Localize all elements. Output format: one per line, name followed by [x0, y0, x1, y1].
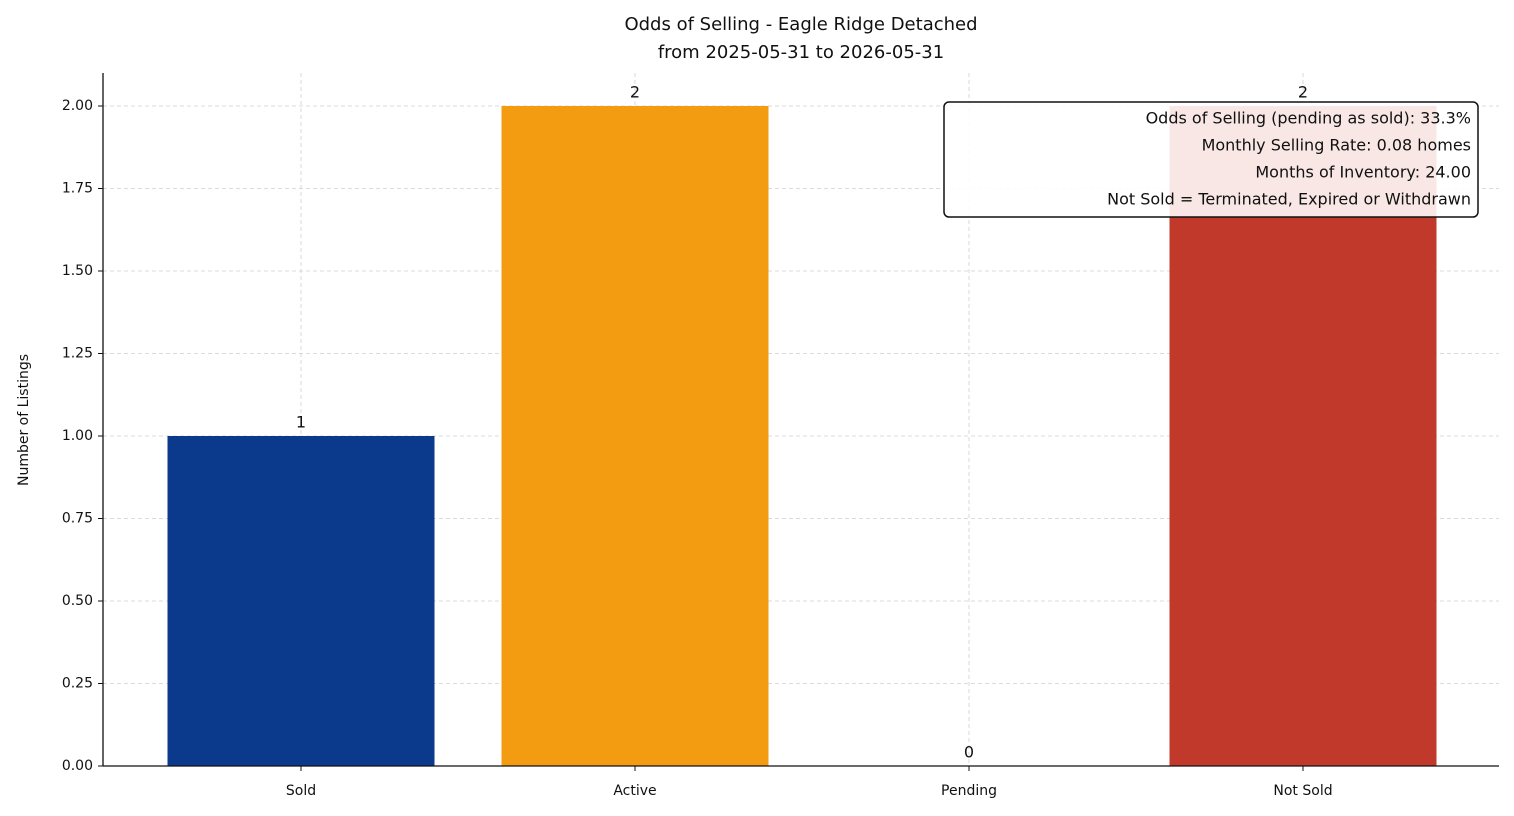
y-tick-label: 0.75	[62, 511, 93, 527]
y-tick-label: 1.75	[62, 181, 93, 197]
annotation: Odds of Selling (pending as sold): 33.3%…	[943, 101, 1479, 218]
y-axis-label: Number of Listings	[16, 354, 32, 486]
chart-title: Odds of Selling - Eagle Ridge Detached	[624, 14, 977, 35]
x-tick-label: Pending	[941, 783, 997, 799]
bar	[167, 436, 435, 766]
y-tick-label: 0.25	[62, 676, 93, 692]
chart-subtitle: from 2025-05-31 to 2026-05-31	[658, 42, 944, 63]
value-label: 2	[1298, 83, 1308, 102]
bar	[501, 106, 769, 766]
annotation-line: Odds of Selling (pending as sold): 33.3%	[1146, 109, 1471, 128]
y-tick-label: 2.00	[62, 98, 93, 114]
y-tick-label: 1.25	[62, 346, 93, 362]
value-label: 1	[296, 413, 306, 432]
annotation-box	[943, 101, 1479, 218]
value-label: 2	[630, 83, 640, 102]
x-tick-label: Active	[613, 783, 656, 799]
x-tick-label: Not Sold	[1273, 783, 1332, 799]
annotation-line: Not Sold = Terminated, Expired or Withdr…	[1107, 190, 1471, 209]
annotation-line: Months of Inventory: 24.00	[1255, 163, 1471, 182]
y-tick-label: 1.50	[62, 263, 93, 279]
x-tick-label: Sold	[286, 783, 316, 799]
y-tick-label: 1.00	[62, 428, 93, 444]
value-label: 0	[964, 743, 974, 762]
annotation-line: Monthly Selling Rate: 0.08 homes	[1202, 136, 1471, 155]
y-tick-label: 0.50	[62, 593, 93, 609]
y-tick-label: 0.00	[62, 758, 93, 774]
